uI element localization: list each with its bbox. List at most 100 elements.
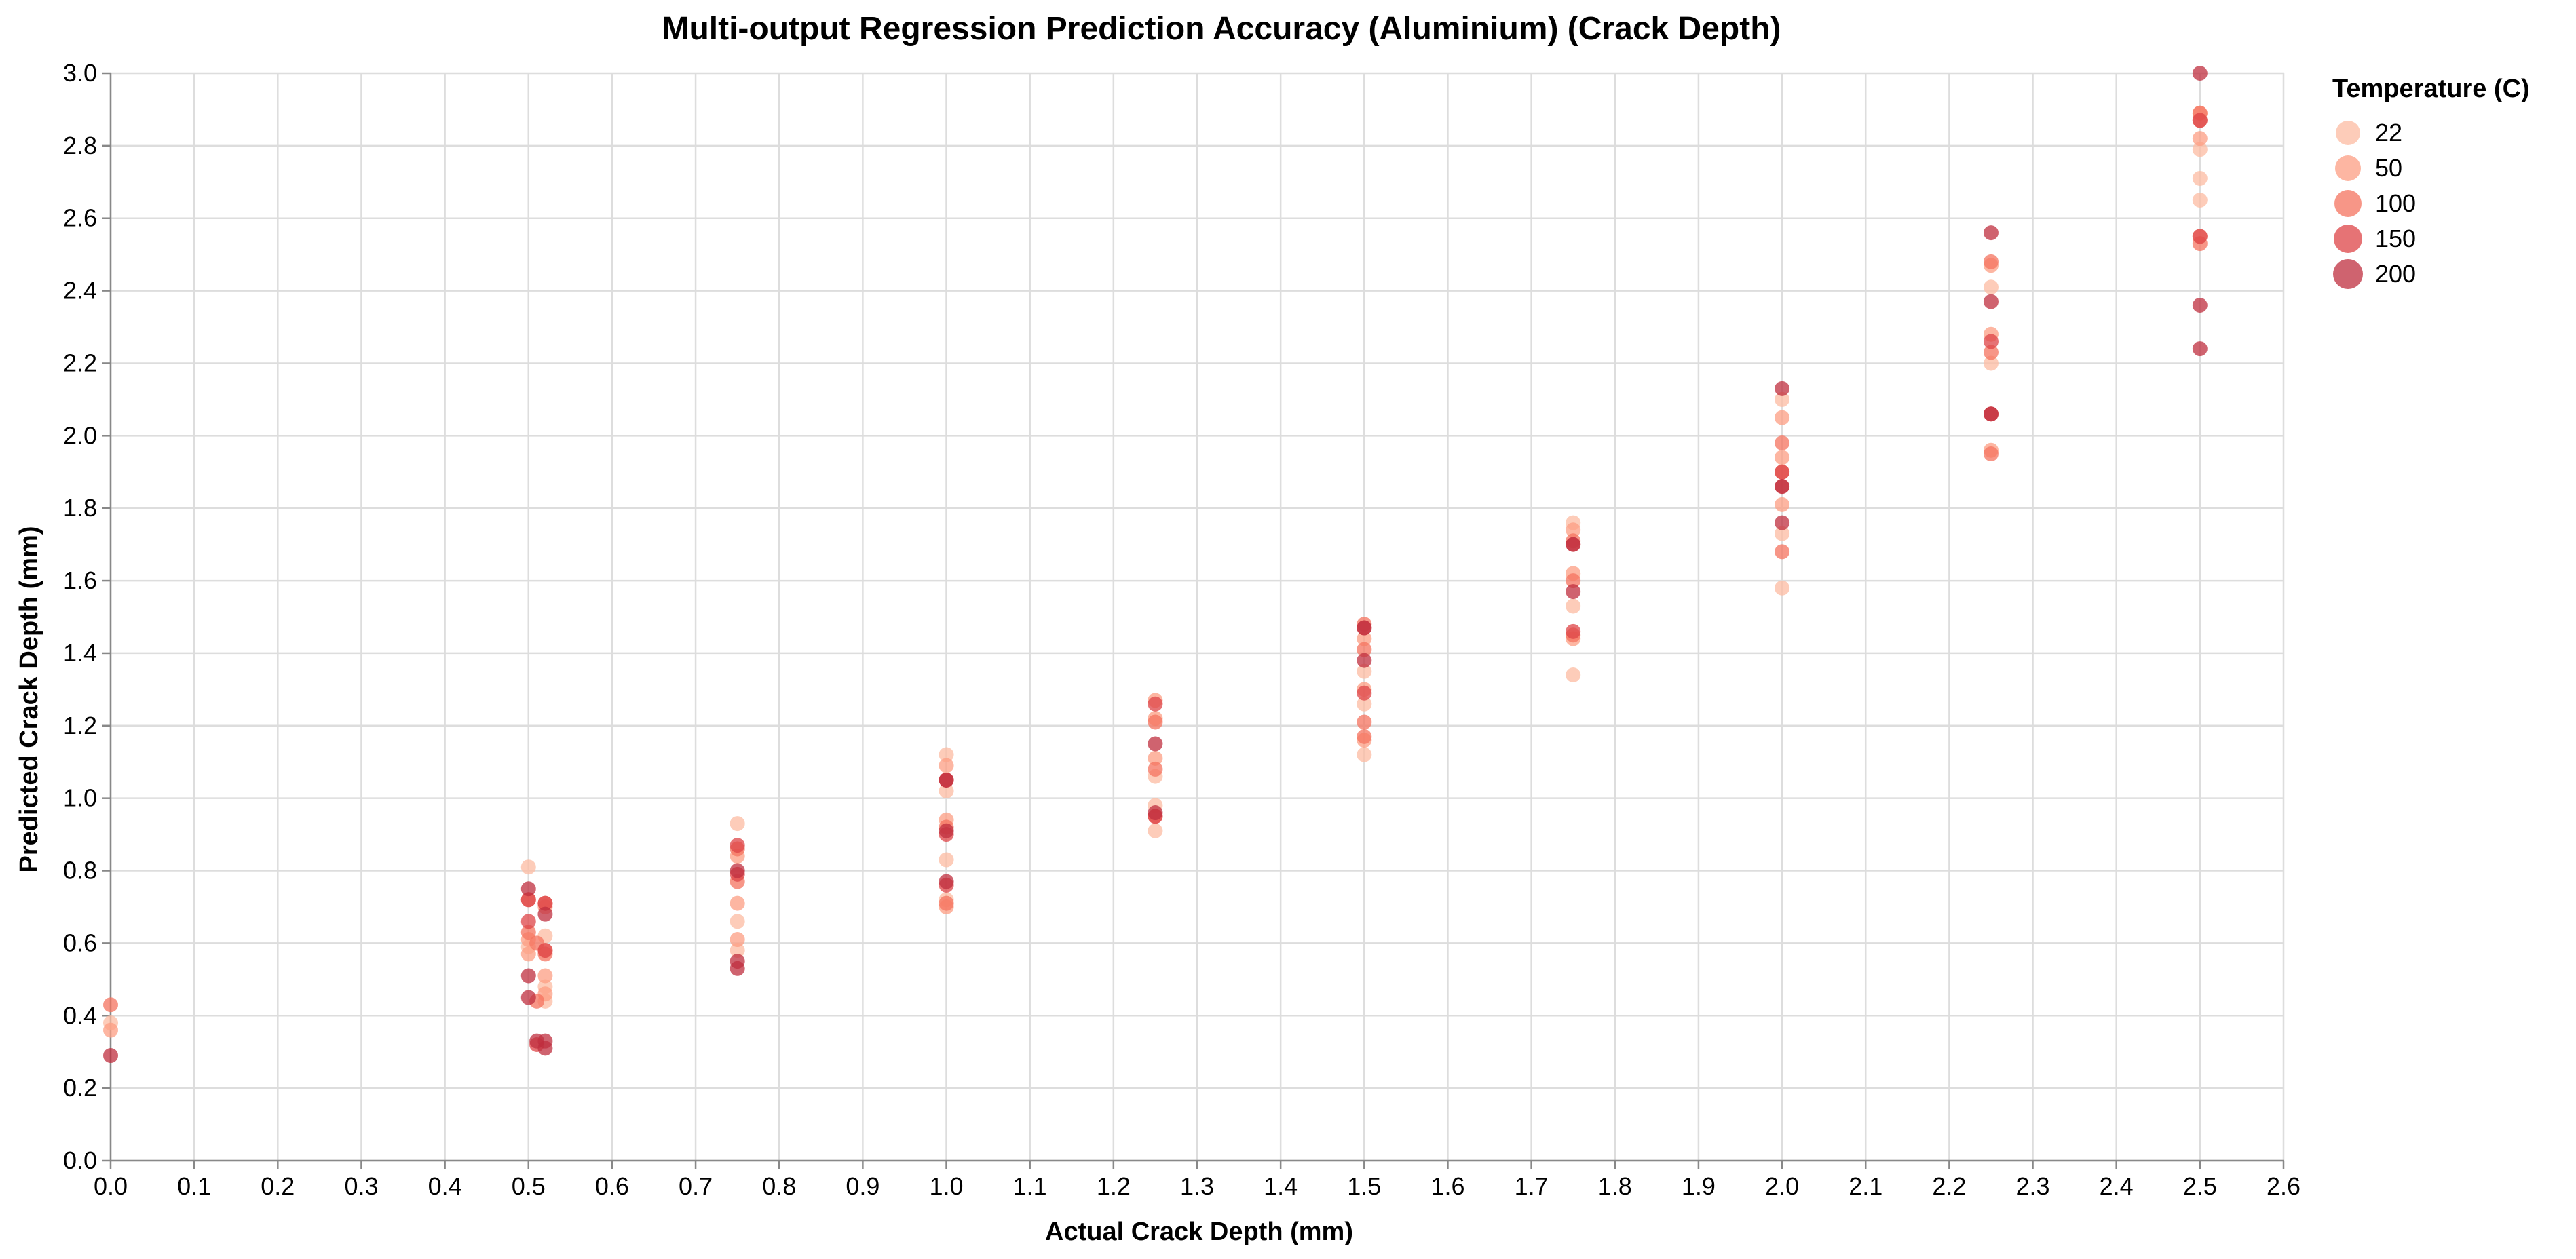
data-point-50c [1148, 750, 1163, 766]
data-point-200c [1775, 381, 1790, 396]
data-point-100c [1983, 446, 1999, 462]
legend-symbol-22 [2336, 121, 2360, 145]
axes: 0.0 0.1 0.2 0.3 0.4 0.5 0.6 0.7 0.8 0.9 1.0 1.1 1.2 1… [63, 59, 2300, 1200]
chart-title: Multi-output Regression Prediction Accur… [662, 11, 1781, 47]
x-tick-label: 1.1 [1013, 1172, 1047, 1200]
y-tick-label: 0.4 [63, 1001, 97, 1029]
x-tick-label: 1.0 [930, 1172, 964, 1200]
y-tick-label: 1.0 [63, 784, 97, 812]
legend-symbol-150 [2334, 225, 2362, 253]
data-point-22c [1148, 823, 1163, 838]
data-point-50c [939, 758, 954, 773]
data-point-50c [730, 932, 745, 948]
y-tick-label: 2.0 [63, 421, 97, 449]
x-tick-label: 1.6 [1431, 1172, 1464, 1200]
y-tick-label: 1.4 [63, 639, 97, 667]
data-point-150c [2192, 229, 2208, 244]
data-point-100c [103, 997, 118, 1013]
data-point-100c [939, 895, 954, 911]
data-point-150c [520, 892, 536, 908]
data-point-200c [520, 990, 536, 1005]
data-point-50c [1775, 450, 1790, 465]
data-point-22c [1775, 526, 1790, 541]
data-point-22c [939, 783, 954, 798]
y-tick-label: 1.6 [63, 566, 97, 594]
y-tick-label: 3.0 [63, 59, 97, 87]
data-point-50c [520, 946, 536, 962]
data-point-200c [1775, 515, 1790, 530]
data-point-22c [1983, 279, 1999, 295]
data-point-50c [1775, 497, 1790, 512]
legend-label-100: 100 [2375, 189, 2416, 217]
y-tick-label: 2.2 [63, 349, 97, 376]
x-tick-label: 1.7 [1515, 1172, 1549, 1200]
data-point-100c [520, 925, 536, 940]
data-point-150c [537, 943, 553, 958]
data-point-150c [730, 838, 745, 853]
data-point-150c [1983, 334, 1999, 349]
data-point-150c [537, 895, 553, 911]
data-point-200c [1148, 805, 1163, 821]
data-point-100c [1148, 714, 1163, 730]
data-point-100c [1357, 729, 1372, 744]
data-point-100c [1775, 544, 1790, 560]
data-point-200c [1148, 736, 1163, 752]
data-point-150c [1148, 696, 1163, 712]
data-point-200c [520, 968, 536, 984]
x-tick-label: 2.1 [1849, 1172, 1882, 1200]
x-tick-label: 0.8 [762, 1172, 796, 1200]
y-tick-label: 1.8 [63, 494, 97, 522]
x-tick-label: 2.6 [2267, 1172, 2300, 1200]
x-tick-label: 0.1 [177, 1172, 211, 1200]
data-point-50c [1566, 522, 1581, 538]
x-tick-label: 0.2 [261, 1172, 295, 1200]
x-tick-label: 0.4 [428, 1172, 462, 1200]
data-point-100c [1775, 435, 1790, 451]
x-tick-label: 1.5 [1347, 1172, 1381, 1200]
y-tick-label: 0.6 [63, 929, 97, 956]
data-point-100c [1357, 714, 1372, 730]
x-tick-label: 2.0 [1765, 1172, 1799, 1200]
data-point-22c [1357, 663, 1372, 679]
x-tick-label: 0.3 [344, 1172, 378, 1200]
data-point-22c [1566, 667, 1581, 682]
data-point-150c [1566, 623, 1581, 639]
data-points [103, 66, 2208, 1064]
data-point-200c [1983, 294, 1999, 309]
legend-symbol-100 [2334, 190, 2362, 217]
x-tick-label: 0.5 [512, 1172, 546, 1200]
legend: Temperature (C) 22 50 100 150 200 [2332, 75, 2530, 289]
data-point-100c [1357, 642, 1372, 657]
data-point-200c [2192, 297, 2208, 313]
data-point-22c [730, 914, 745, 929]
x-tick-label: 1.2 [1097, 1172, 1131, 1200]
data-point-22c [1357, 696, 1372, 712]
legend-label-50: 50 [2375, 154, 2402, 182]
data-point-22c [939, 852, 954, 868]
data-point-150c [1775, 464, 1790, 480]
data-point-200c [1983, 225, 1999, 241]
x-tick-label: 0.0 [94, 1172, 128, 1200]
data-point-22c [1566, 598, 1581, 614]
data-point-200c [103, 1048, 118, 1064]
x-axis-title: Actual Crack Depth (mm) [1045, 1218, 1353, 1246]
y-axis-title: Predicted Crack Depth (mm) [15, 526, 43, 872]
data-point-200c [1357, 620, 1372, 636]
data-point-50c [730, 895, 745, 911]
data-point-22c [1357, 747, 1372, 762]
data-point-50c [1775, 410, 1790, 425]
data-point-200c [2192, 66, 2208, 81]
legend-label-150: 150 [2375, 225, 2416, 252]
data-point-100c [1566, 573, 1581, 589]
data-point-200c [939, 874, 954, 889]
data-point-200c [939, 772, 954, 788]
x-tick-label: 1.3 [1180, 1172, 1214, 1200]
legend-label-200: 200 [2375, 260, 2416, 288]
legend-symbol-200 [2333, 259, 2363, 289]
data-point-22c [1775, 580, 1790, 596]
data-point-200c [939, 823, 954, 838]
x-tick-label: 2.5 [2183, 1172, 2217, 1200]
data-point-150c [1357, 685, 1372, 701]
grid [109, 72, 2285, 1162]
